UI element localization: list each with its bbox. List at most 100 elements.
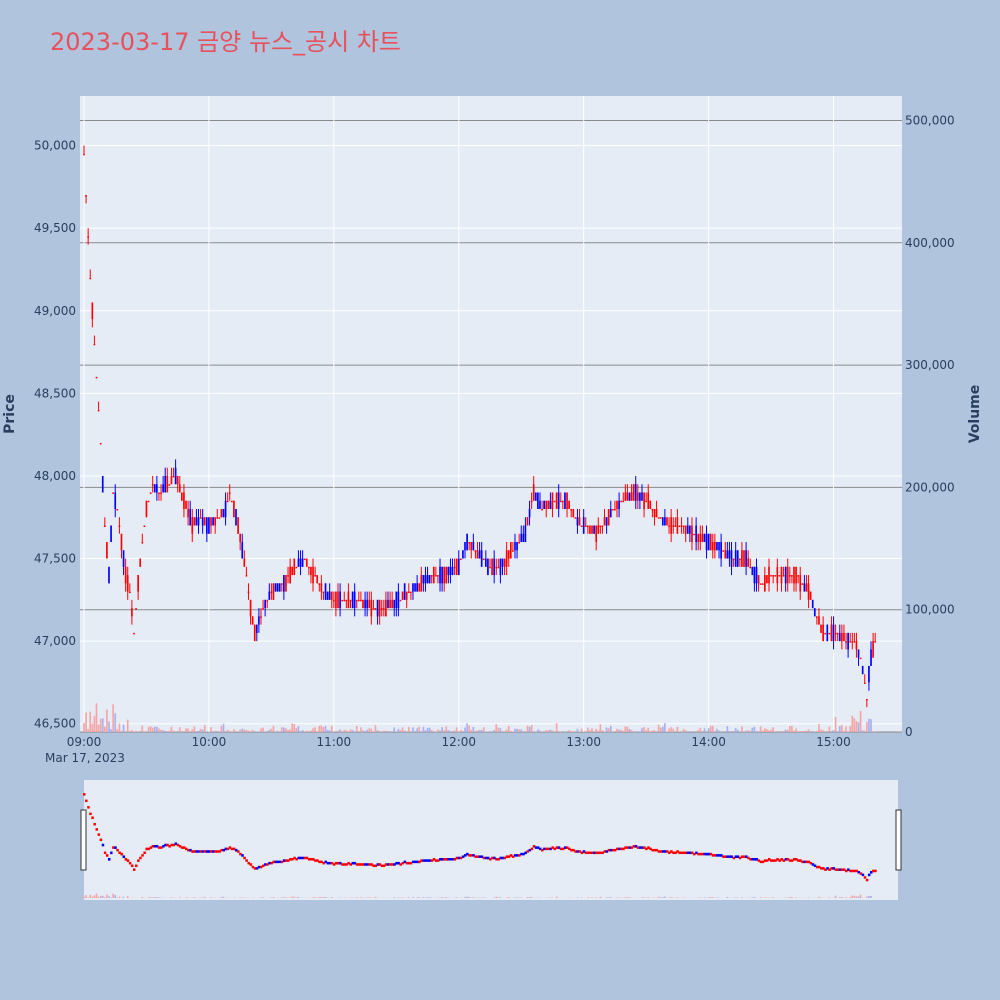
volume-bar xyxy=(618,729,620,732)
gridlines xyxy=(80,96,902,733)
slider-candle xyxy=(486,856,490,860)
candle-body xyxy=(164,475,167,493)
slider-candle xyxy=(520,852,523,856)
volume-bar xyxy=(620,729,623,732)
candle-body xyxy=(705,533,708,551)
volume-bar xyxy=(853,718,856,732)
range-slider[interactable] xyxy=(84,780,898,900)
volume-bar xyxy=(297,726,300,732)
slider-candle xyxy=(736,855,740,859)
candle-body xyxy=(378,599,381,617)
volume-bar xyxy=(474,730,477,732)
volume-bar xyxy=(426,727,429,732)
candle-body xyxy=(230,500,233,503)
slider-volume-bar xyxy=(185,897,187,898)
candle-body xyxy=(741,550,743,567)
volume-bar xyxy=(233,729,235,732)
slider-candle xyxy=(849,869,852,873)
volume-bar xyxy=(657,724,660,732)
candle-body xyxy=(501,558,504,567)
slider-volume-bar xyxy=(147,897,150,898)
candle-body xyxy=(183,492,185,509)
volume-bar xyxy=(387,731,389,732)
candle-body xyxy=(809,591,812,600)
slider-candle xyxy=(409,861,413,865)
slider-candle xyxy=(214,850,217,853)
slider-candle xyxy=(753,858,756,861)
slider-volume-bar xyxy=(711,897,714,898)
slider-volume-bar xyxy=(280,897,283,898)
candle-body xyxy=(597,525,600,534)
slider-candle xyxy=(647,846,650,849)
slider-candle xyxy=(563,846,567,849)
volume-bar xyxy=(843,730,845,732)
slider-candle xyxy=(822,867,825,870)
candles xyxy=(83,145,877,708)
candle-body xyxy=(682,525,685,528)
candle-body xyxy=(834,632,837,635)
slider-candle xyxy=(172,843,176,847)
slider-volume-bar xyxy=(93,895,96,898)
candle-body xyxy=(124,566,127,584)
candle-body xyxy=(172,475,175,478)
range-slider-right-handle[interactable] xyxy=(895,809,902,871)
volume-bar xyxy=(509,730,512,732)
volume-bar xyxy=(493,730,495,732)
slider-candle xyxy=(774,859,777,862)
slider-candle xyxy=(505,855,509,859)
candle-body xyxy=(437,575,439,577)
slider-volume-bar xyxy=(178,897,181,898)
volume-bar xyxy=(343,729,346,732)
volume-bar xyxy=(786,729,789,732)
candle-body xyxy=(122,550,125,567)
volume-bar xyxy=(730,731,733,732)
candle-body xyxy=(326,591,329,600)
slider-candle xyxy=(659,850,663,853)
slider-candle xyxy=(189,848,192,852)
slider-candle xyxy=(287,859,290,862)
slider-volume-bar xyxy=(507,897,510,898)
slider-candle xyxy=(330,861,334,865)
volume-bar xyxy=(372,731,375,732)
slider-candle xyxy=(284,859,288,862)
slider-volume-bar xyxy=(355,897,358,898)
candle-body xyxy=(228,492,231,494)
slider-candle xyxy=(128,861,132,865)
volume-bar xyxy=(628,728,631,732)
candle-body xyxy=(632,484,635,501)
candle-body xyxy=(474,550,477,552)
candle-body xyxy=(357,599,360,602)
volume-bar xyxy=(437,729,439,732)
slider-candle xyxy=(786,858,790,861)
volume-bar xyxy=(778,731,781,732)
volume-bar xyxy=(676,726,679,732)
volume-bar xyxy=(851,715,854,732)
candle-body xyxy=(664,517,666,526)
volume-bar xyxy=(341,731,344,732)
slider-candle xyxy=(851,869,854,873)
volume-bar xyxy=(122,724,125,732)
slider-candle xyxy=(493,856,496,860)
volume-bar xyxy=(639,731,641,732)
volume-bar xyxy=(116,729,119,732)
slider-candle xyxy=(489,858,492,861)
volume-bar xyxy=(453,730,456,732)
candle-body xyxy=(491,558,493,576)
slider-candle xyxy=(253,867,257,870)
slider-volume-bar xyxy=(734,897,737,898)
main-plot-area[interactable] xyxy=(80,96,902,732)
volume-bar xyxy=(818,724,820,732)
candle-body xyxy=(276,583,279,592)
volume-bar xyxy=(370,728,373,732)
range-slider-left-handle[interactable] xyxy=(80,809,87,871)
candle-body xyxy=(653,508,656,518)
slider-candle xyxy=(770,859,773,862)
candle-body xyxy=(799,575,802,592)
slider-volume-bar xyxy=(408,897,410,898)
slider-candle xyxy=(318,860,321,864)
candle-body xyxy=(181,492,183,501)
slider-candle xyxy=(740,855,744,859)
candle-body xyxy=(235,508,237,526)
candle-body xyxy=(795,566,797,584)
slider-candle xyxy=(455,856,459,860)
